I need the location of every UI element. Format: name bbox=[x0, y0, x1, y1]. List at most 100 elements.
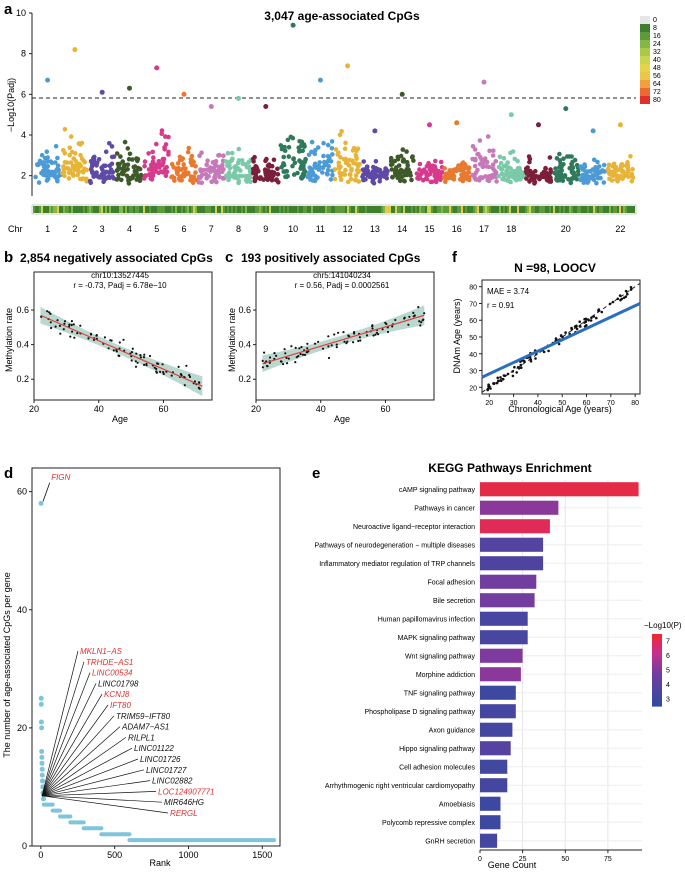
density-cell bbox=[393, 206, 395, 213]
density-cell bbox=[167, 206, 169, 213]
manhattan-point bbox=[107, 141, 112, 146]
manhattan-point bbox=[285, 137, 291, 143]
gene-point bbox=[41, 796, 46, 802]
density-cell bbox=[97, 206, 99, 213]
manhattan-point bbox=[630, 175, 636, 181]
x-tick-label: 40 bbox=[534, 400, 542, 407]
manhattan-point bbox=[340, 171, 345, 176]
density-cell bbox=[387, 206, 389, 213]
density-cell bbox=[443, 206, 445, 213]
manhattan-point bbox=[601, 162, 607, 168]
manhattan-point bbox=[396, 169, 402, 174]
density-cell bbox=[509, 206, 511, 213]
manhattan-point bbox=[120, 166, 125, 172]
density-cell bbox=[333, 206, 335, 213]
density-cell bbox=[257, 206, 259, 213]
manhattan-point bbox=[189, 153, 195, 159]
data-point bbox=[155, 367, 158, 370]
data-point bbox=[515, 371, 518, 374]
density-cell bbox=[605, 206, 607, 213]
manhattan-point bbox=[221, 167, 226, 172]
manhattan-point bbox=[581, 175, 586, 180]
manhattan-point bbox=[325, 142, 331, 148]
density-cell bbox=[263, 206, 265, 213]
data-point bbox=[413, 314, 416, 317]
gene-point bbox=[40, 778, 46, 784]
density-cell bbox=[279, 206, 281, 213]
density-cell bbox=[439, 206, 441, 213]
density-legend-label: 0 bbox=[653, 17, 657, 24]
density-cell bbox=[151, 206, 153, 213]
density-cell bbox=[609, 206, 611, 213]
density-cell bbox=[507, 206, 509, 213]
manhattan-point bbox=[372, 175, 378, 180]
density-cell bbox=[583, 206, 585, 213]
category-label: Pathways in cancer bbox=[414, 505, 475, 512]
density-cell bbox=[487, 206, 489, 213]
density-cell bbox=[229, 206, 231, 213]
manhattan-point bbox=[186, 145, 192, 151]
manhattan-point bbox=[451, 167, 457, 173]
regression-line bbox=[262, 314, 425, 365]
fit-line bbox=[481, 302, 641, 379]
manhattan-point bbox=[447, 168, 453, 173]
density-cell bbox=[571, 206, 573, 213]
label-connector bbox=[41, 694, 103, 796]
data-point bbox=[616, 297, 620, 301]
density-cell bbox=[245, 206, 247, 213]
density-cell bbox=[357, 206, 359, 213]
manhattan-peak-point bbox=[263, 104, 269, 109]
panel-c: c 193 positively associated CpGs chr5:14… bbox=[225, 249, 435, 424]
density-cell bbox=[423, 206, 425, 213]
bar-3 bbox=[480, 537, 544, 552]
category-label: MAPK signaling pathway bbox=[398, 635, 476, 642]
legend-gradient-cell bbox=[652, 694, 662, 697]
manhattan-point bbox=[361, 159, 367, 164]
density-cell bbox=[477, 206, 479, 213]
gene-label: LINC01726 bbox=[140, 755, 181, 764]
gene-point bbox=[39, 749, 45, 754]
legend-gradient-cell bbox=[652, 684, 662, 687]
data-point bbox=[290, 345, 293, 348]
label-connector bbox=[41, 769, 145, 797]
data-point bbox=[285, 356, 288, 359]
density-cell bbox=[121, 206, 123, 213]
manhattan-point bbox=[125, 162, 131, 167]
density-cell bbox=[591, 206, 593, 213]
manhattan-point bbox=[328, 177, 334, 182]
y-tick-label: 0.4 bbox=[238, 340, 251, 350]
manhattan-point bbox=[61, 164, 66, 169]
density-cell bbox=[617, 206, 619, 213]
data-point bbox=[534, 357, 537, 360]
manhattan-point bbox=[239, 158, 245, 163]
data-point bbox=[374, 333, 377, 336]
manhattan-point bbox=[300, 148, 306, 154]
bar-16 bbox=[480, 778, 508, 793]
category-label: Cell adhesion molecules bbox=[399, 764, 475, 771]
manhattan-point bbox=[76, 161, 81, 167]
manhattan-point bbox=[310, 171, 316, 177]
data-point bbox=[519, 363, 523, 367]
density-cell bbox=[139, 206, 141, 213]
manhattan-point bbox=[398, 153, 404, 159]
data-point bbox=[587, 318, 590, 322]
density-cell bbox=[437, 206, 439, 213]
data-point bbox=[157, 362, 160, 365]
data-point bbox=[58, 324, 62, 327]
bar-7 bbox=[480, 611, 528, 626]
density-cell bbox=[593, 206, 595, 213]
manhattan-point bbox=[197, 153, 202, 158]
y-tick-label: 60 bbox=[17, 487, 27, 497]
manhattan-points bbox=[33, 22, 636, 186]
data-point bbox=[72, 323, 75, 326]
legend-gradient-cell bbox=[652, 704, 662, 707]
density-cell bbox=[535, 206, 537, 213]
data-point bbox=[188, 375, 192, 378]
manhattan-point bbox=[533, 168, 538, 174]
manhattan-point bbox=[55, 178, 60, 184]
data-point bbox=[346, 340, 349, 343]
density-cell bbox=[307, 206, 309, 213]
manhattan-point bbox=[306, 152, 312, 158]
density-cell bbox=[385, 206, 387, 213]
chr-label-13: 13 bbox=[370, 224, 380, 234]
